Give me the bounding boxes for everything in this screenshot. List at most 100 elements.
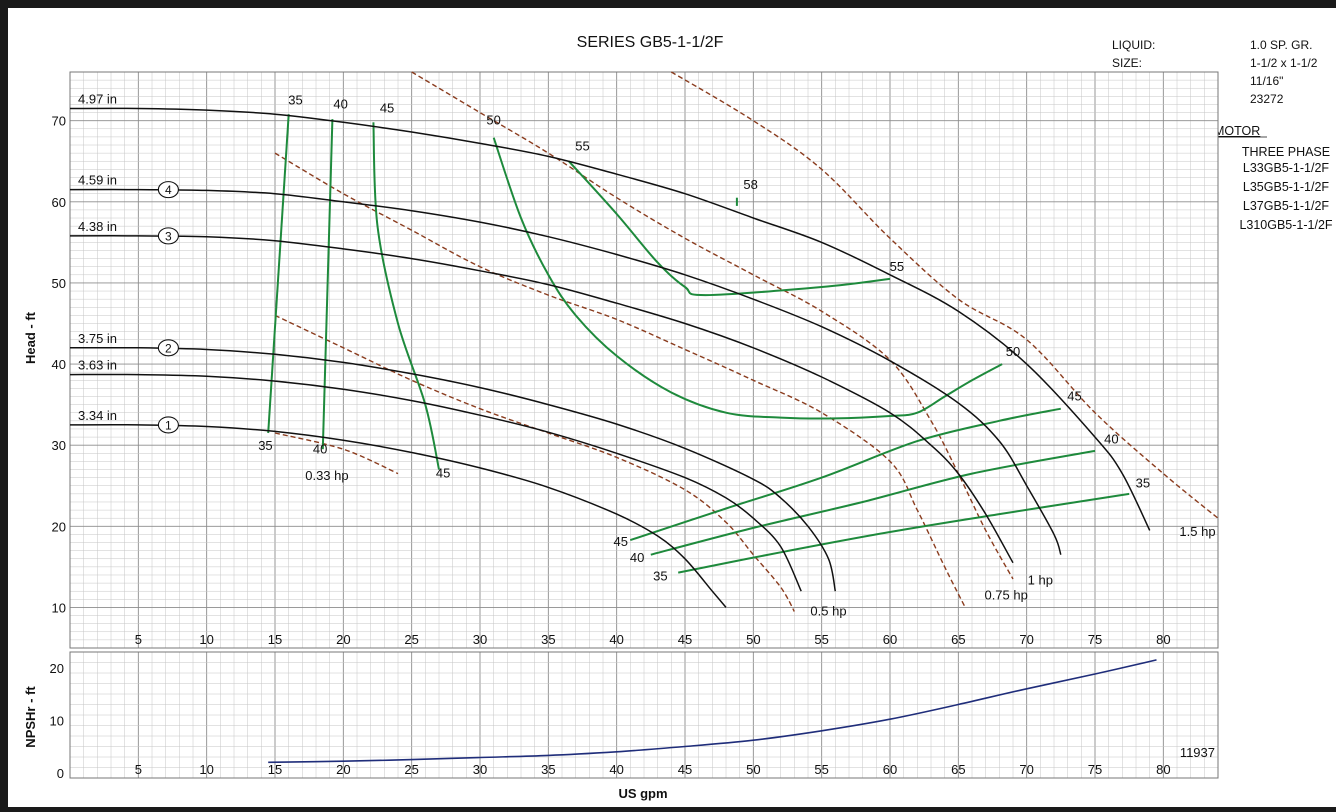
efficiency-curve — [267, 114, 290, 434]
efficiency-label: 35 — [653, 569, 667, 584]
impeller-diameter-label: 4.97 in — [78, 92, 117, 107]
y-tick-label: 10 — [50, 713, 64, 728]
power-curve-label: 0.33 hp — [305, 468, 348, 483]
impeller-diameter-label: 4.59 in — [78, 173, 117, 188]
efficiency-label: 35 — [258, 438, 272, 453]
x-tick-label: 70 — [1019, 762, 1033, 777]
info-value: 23272 — [1250, 92, 1284, 106]
x-tick-label: 55 — [814, 762, 828, 777]
x-tick-label: 70 — [1019, 632, 1033, 647]
x-tick-label: 30 — [473, 632, 487, 647]
efficiency-label: 40 — [333, 97, 347, 112]
x-tick-label: 45 — [678, 632, 692, 647]
x-tick-label: 50 — [746, 632, 760, 647]
motor-marker-circle — [157, 181, 179, 199]
efficiency-curve — [650, 449, 1096, 556]
x-tick-label: 60 — [883, 632, 897, 647]
x-tick-label: 20 — [336, 632, 350, 647]
y-tick-label: 50 — [52, 276, 66, 291]
x-tick-label: 35 — [541, 762, 555, 777]
x-axis-label: US gpm — [618, 786, 667, 801]
npsh-grid — [69, 651, 1219, 779]
info-value: 11/16" — [1250, 74, 1283, 88]
x-tick-label: 35 — [541, 632, 555, 647]
x-tick-label: 65 — [951, 632, 965, 647]
x-tick-label: 55 — [814, 632, 828, 647]
efficiency-label: 45 — [1067, 389, 1081, 404]
motor-marker-circle — [157, 227, 179, 245]
x-tick-label: 15 — [268, 762, 282, 777]
x-tick-label: 5 — [135, 632, 142, 647]
x-tick-label: 75 — [1088, 632, 1102, 647]
efficiency-label: 58 — [743, 177, 757, 192]
efficiency-label: 55 — [890, 259, 904, 274]
motor-marker-number: 4 — [165, 183, 172, 197]
motor-marker-circle — [157, 416, 179, 434]
info-label: SIZE: — [1112, 56, 1142, 70]
efficiency-label: 45 — [436, 466, 450, 481]
y-tick-label: 20 — [52, 519, 66, 534]
y-tick-label: 0 — [57, 766, 64, 781]
x-tick-label: 50 — [746, 762, 760, 777]
impeller-diameter-label: 3.34 in — [78, 408, 117, 423]
three-phase-model: L37GB5-1-1/2F — [1243, 199, 1330, 213]
impeller-diameter-label: 4.38 in — [78, 219, 117, 234]
efficiency-label: 50 — [486, 113, 500, 128]
x-tick-label: 25 — [404, 762, 418, 777]
plot-border — [69, 651, 1219, 779]
npsh-y-axis-label: NPSHr - ft — [23, 686, 38, 748]
motor-marker-number: 3 — [165, 229, 172, 243]
x-tick-label: 30 — [473, 762, 487, 777]
efficiency-curve — [568, 160, 891, 297]
x-tick-label: 80 — [1156, 632, 1170, 647]
impeller-curve — [69, 346, 837, 592]
y-tick-label: 70 — [52, 114, 66, 129]
y-tick-label: 30 — [52, 438, 66, 453]
power-curve — [274, 152, 966, 608]
impeller-diameter-label: 3.75 in — [78, 331, 117, 346]
x-tick-label: 75 — [1088, 762, 1102, 777]
npsh-curve-line — [268, 659, 1157, 764]
x-tick-label: 40 — [609, 632, 623, 647]
plot-border — [69, 71, 1219, 649]
impeller-curve — [69, 107, 1151, 531]
impeller-curve — [69, 373, 802, 592]
efficiency-curve — [372, 122, 440, 470]
efficiency-label: 55 — [575, 139, 589, 154]
motor-marker-number: 1 — [165, 418, 172, 432]
motor-marker-number: 2 — [165, 341, 172, 355]
three-phase-model: L35GB5-1-1/2F — [1243, 180, 1330, 194]
impeller-curves — [69, 107, 1151, 608]
three-phase-model: L310GB5-1-1/2F — [1239, 218, 1332, 232]
x-tick-label: 60 — [883, 762, 897, 777]
info-value: 1.0 SP. GR. — [1250, 38, 1312, 52]
x-tick-label: 45 — [678, 762, 692, 777]
efficiency-label: 50 — [1006, 344, 1020, 359]
impeller-curve — [69, 424, 727, 608]
npsh-tick-labels: 5 10 15 20 25 30 35 40 45 50 55 60 65 70 75 80 0 10 20 — [50, 661, 1171, 781]
info-value: 1-1/2 x 1-1/2 — [1250, 56, 1318, 70]
main-tick-labels: 5 10 15 20 25 30 35 40 45 50 55 60 65 70 75 80102030405… — [52, 114, 1171, 647]
efficiency-label: 35 — [288, 92, 302, 107]
efficiency-label: 45 — [380, 101, 394, 116]
x-tick-label: 80 — [1156, 762, 1170, 777]
three-phase-header: THREE PHASE — [1242, 145, 1330, 159]
main-grid — [69, 71, 1219, 649]
power-curve — [274, 432, 399, 475]
info-label: LIQUID: — [1112, 38, 1155, 52]
y-tick-label: 40 — [52, 357, 66, 372]
power-curve-label: 1.5 hp — [1179, 524, 1215, 539]
power-curve-label: 1 hp — [1028, 573, 1053, 588]
x-tick-label: 65 — [951, 762, 965, 777]
drawing-number: 11937 — [1180, 745, 1215, 760]
main-y-axis-label: Head - ft — [23, 311, 38, 364]
npsh-curve — [268, 659, 1157, 764]
y-tick-label: 10 — [52, 600, 66, 615]
three-phase-model: L33GB5-1-1/2F — [1243, 161, 1330, 175]
impeller-curve — [69, 188, 1062, 555]
y-tick-label: 60 — [52, 195, 66, 210]
chart-title: SERIES GB5-1-1/2F — [577, 34, 724, 51]
power-curve-label: 0.75 hp — [984, 587, 1027, 602]
